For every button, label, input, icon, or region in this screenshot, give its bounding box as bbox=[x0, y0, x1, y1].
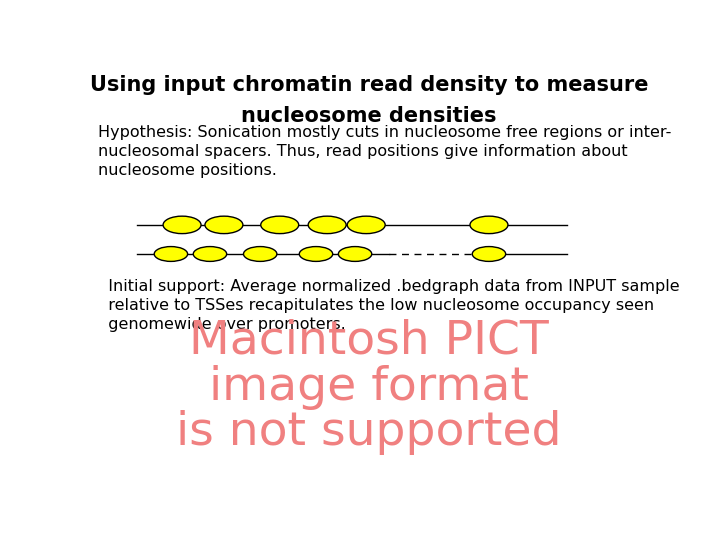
Ellipse shape bbox=[163, 216, 201, 234]
Ellipse shape bbox=[470, 216, 508, 234]
Ellipse shape bbox=[243, 247, 277, 261]
Text: Initial support: Average normalized .bedgraph data from INPUT sample
  relative : Initial support: Average normalized .bed… bbox=[99, 279, 680, 332]
Text: nucleosome densities: nucleosome densities bbox=[241, 106, 497, 126]
Ellipse shape bbox=[300, 247, 333, 261]
Text: Macintosh PICT: Macintosh PICT bbox=[189, 319, 549, 364]
Ellipse shape bbox=[308, 216, 346, 234]
Text: is not supported: is not supported bbox=[176, 410, 562, 455]
Ellipse shape bbox=[261, 216, 299, 234]
Ellipse shape bbox=[205, 216, 243, 234]
Ellipse shape bbox=[338, 247, 372, 261]
Text: Using input chromatin read density to measure: Using input chromatin read density to me… bbox=[90, 75, 648, 95]
Text: image format: image format bbox=[209, 364, 529, 409]
Ellipse shape bbox=[193, 247, 227, 261]
Text: Hypothesis: Sonication mostly cuts in nucleosome free regions or inter-
nucleoso: Hypothesis: Sonication mostly cuts in nu… bbox=[99, 125, 672, 179]
Ellipse shape bbox=[472, 247, 505, 261]
Ellipse shape bbox=[154, 247, 188, 261]
Ellipse shape bbox=[347, 216, 385, 234]
